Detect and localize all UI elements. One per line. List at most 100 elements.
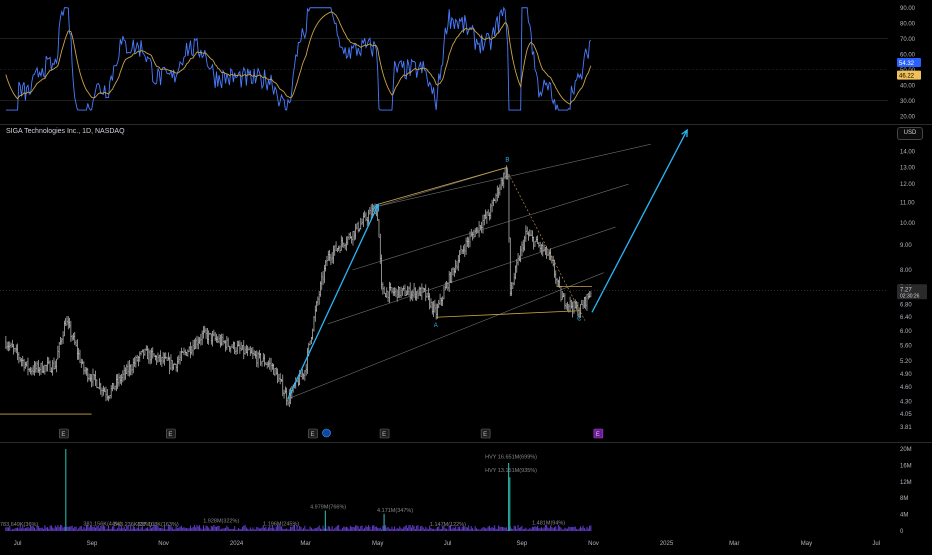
rsi-value-badge-text: 54.32 [899,61,915,67]
price-pane[interactable]: 15.0014.0013.0012.0011.0010.009.008.007.… [0,124,932,443]
projection-arrow-head [681,128,688,138]
price-axis-tick: 11.00 [900,201,915,207]
earnings-marker-label: E [382,432,386,438]
wave-b-c-line [508,173,586,321]
rsi-axis-tick: 60.00 [900,52,916,58]
earnings-marker [166,428,176,439]
volume-label: 4.171M(347%) [377,508,413,514]
rsi-line [5,6,592,111]
volume-label: 1.481M(94%) [532,521,565,527]
channel-mid-1 [327,226,616,325]
channel-lower [287,272,604,400]
price-axis-tick: 5.20 [900,359,912,365]
volume-label: 4.979M(766%) [310,505,346,511]
volume-label: 1.147M(122%) [430,522,466,528]
volume-axis-tick: 4M [900,513,908,519]
price-axis-tick: 4.30 [900,399,912,405]
rsi-pane[interactable]: 90.0080.0070.0060.0050.0040.0030.0020.00… [0,0,932,124]
price-axis-tick: 6.00 [900,329,912,335]
volume-label: 837.108K(163%) [137,522,178,528]
earnings-marker-label: E [310,432,314,438]
earnings-marker [480,428,491,439]
time-axis-label: May [801,541,812,547]
earnings-marker-label: E [61,432,65,438]
rsi-axis-tick: 80.00 [900,21,916,27]
projection-arrow [591,129,688,313]
volume-pane[interactable]: 20M 16M 12M 8M 4M 0 783.649K(36%) 381.156K(44%)… [0,442,932,536]
earnings-upcoming-label: E [596,432,600,438]
rsi-value-badge [897,70,921,80]
wave-line-top [376,166,508,205]
time-axis-label: 2025 [660,541,674,547]
impulse-arrow [287,204,379,400]
bar-countdown: 02:30:26 [900,293,920,299]
volume-axis-tick: 12M [900,480,912,486]
wave-label-a: A [434,323,438,329]
volume-axis-tick: 20M [900,447,912,453]
wave-label-c: C [577,317,582,323]
price-axis-tick: 4.90 [900,372,912,378]
dividend-marker [322,428,331,438]
price-chart: 15.0014.0013.0012.0011.0010.009.008.007.… [0,128,927,439]
volume-label: HVY 16.651M(699%) [485,454,537,460]
rsi-axis-tick: 20.00 [900,114,916,120]
time-axis[interactable]: Jul Sep Nov 2024 Mar May Jul Sep Nov 2025 Mar May Ju… [0,535,932,550]
time-axis-label: May [372,541,383,547]
volume-label: 1.928M(322%) [203,519,239,525]
earnings-upcoming-marker [593,428,604,439]
rsi-value-badge [897,58,921,68]
rsi-ma-line [5,11,592,105]
time-axis-label: Sep [517,541,528,547]
volume-label: 381.156K(44%) [83,521,121,527]
time-axis-label: Nov [588,541,599,547]
earnings-marker-label: E [168,432,172,438]
earnings-marker [308,428,318,439]
volume-axis-tick: 16M [900,463,912,469]
rsi-chart: 90.0080.0070.0060.0050.0040.0030.0020.00… [0,6,921,120]
time-axis-label: Nov [158,541,169,547]
time-axis-label: Jul [872,541,880,547]
channel-mid-2 [352,183,629,271]
rsi-axis-tick: 30.00 [900,99,916,105]
earnings-marker [379,428,390,439]
price-axis-tick: 4.60 [900,385,912,391]
time-axis-label: Sep [87,541,98,547]
volume-label: 1.196M(245%) [263,521,299,527]
currency-button[interactable]: USD [897,127,923,140]
rsi-axis-tick: 90.00 [900,6,916,12]
earnings-marker [59,428,69,439]
price-axis-tick: 10.00 [900,221,916,227]
price-axis-tick: 3.81 [900,425,912,431]
price-axis-tick: 8.00 [900,268,912,274]
rsi-value-badge-text: 46.22 [899,74,915,80]
volume-axis-tick: 0 [900,529,904,535]
volume-label: 783.649K(36%) [0,522,38,528]
time-axis-label: 2024 [230,541,244,547]
volume-chart: 20M 16M 12M 8M 4M 0 783.649K(36%) 381.156K(44%)… [0,447,912,535]
symbol-title: SIGA Technologies Inc., 1D, NASDAQ [6,128,125,135]
price-axis-tick: 9.00 [900,243,912,249]
price-axis-tick: 6.80 [900,302,912,308]
rsi-axis-tick: 70.00 [900,37,916,43]
volume-axis-tick: 8M [900,496,908,502]
time-axis-label: Mar [729,541,739,547]
time-axis-label: Jul [444,541,452,547]
price-axis-tick: 4.05 [900,412,912,418]
channel-upper [376,143,651,207]
wave-line-bottom [435,310,580,318]
time-axis-labels: Jul Sep Nov 2024 Mar May Jul Sep Nov 2025 Mar May Ju… [14,541,880,547]
price-axis-tick: 5.60 [900,343,912,349]
rsi-axis-tick: 40.00 [900,83,916,89]
volume-label: 543.236K(28%) [114,522,152,528]
impulse-arrow-head [372,203,379,212]
earnings-marker-label: E [483,432,487,438]
time-axis-label: Jul [14,541,22,547]
last-price-value: 7.27 [900,287,912,293]
volume-label: HVY 13.151M(935%) [485,468,537,474]
price-axis-tick: 13.00 [900,165,916,171]
last-price-badge [897,284,927,300]
price-axis-tick: 6.40 [900,315,912,321]
price-axis-tick: 14.00 [900,150,916,156]
wave-label-b: B [505,157,509,163]
price-axis-tick: 12.00 [900,182,916,188]
